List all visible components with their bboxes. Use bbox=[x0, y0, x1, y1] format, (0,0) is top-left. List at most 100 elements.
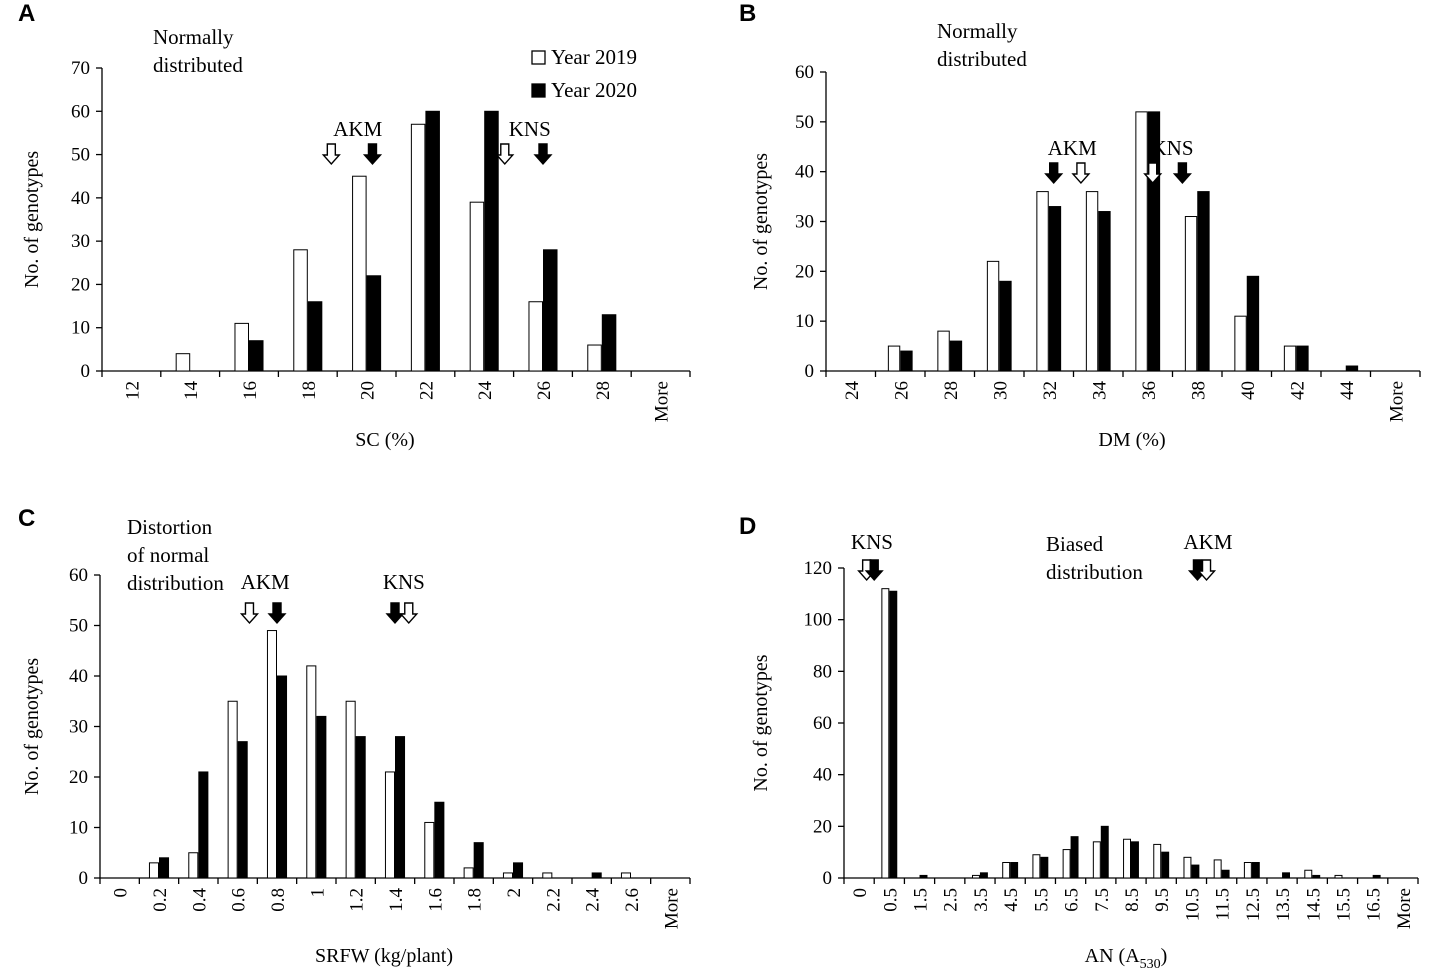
bar-year-2019 bbox=[234, 322, 249, 372]
x-tick-label: 28 bbox=[941, 381, 962, 400]
bar-year-2019 bbox=[881, 588, 890, 879]
arrow-down-filled-icon bbox=[1044, 162, 1064, 185]
arrow-down-filled-icon bbox=[362, 143, 383, 166]
panel-letter: C bbox=[18, 505, 35, 532]
legend-swatch-2020 bbox=[531, 83, 546, 98]
y-tick-label: 60 bbox=[813, 713, 832, 734]
y-tick-label: 0 bbox=[823, 868, 833, 889]
x-tick-label: 8.5 bbox=[1122, 888, 1143, 912]
bar-year-2019 bbox=[971, 874, 980, 879]
bar-year-2019 bbox=[148, 862, 160, 879]
bar-year-2019 bbox=[188, 852, 199, 879]
bar-year-2020 bbox=[591, 872, 602, 879]
x-tick-label: 34 bbox=[1089, 381, 1110, 401]
genotype-label-kns: KNS bbox=[383, 570, 425, 594]
bar-year-2020 bbox=[889, 590, 898, 879]
y-tick-label: 40 bbox=[795, 162, 814, 183]
bar-year-2020 bbox=[919, 874, 928, 879]
distribution-note: distributed bbox=[153, 53, 243, 77]
y-tick-label: 50 bbox=[795, 112, 814, 133]
x-tick-label: 0.6 bbox=[229, 888, 250, 912]
bar-year-2020 bbox=[1345, 365, 1359, 372]
bar-year-2020 bbox=[249, 340, 264, 372]
bar-year-2020 bbox=[159, 857, 170, 879]
distribution-note: distributed bbox=[937, 47, 1027, 71]
distribution-note: Normally bbox=[937, 19, 1018, 43]
arrow-down-outline-icon bbox=[239, 602, 260, 625]
bar-year-2019 bbox=[986, 260, 1000, 372]
x-tick-label: 10.5 bbox=[1182, 888, 1203, 921]
x-tick-label: 16 bbox=[240, 381, 261, 400]
bar-year-2020 bbox=[1197, 191, 1210, 372]
bar-year-2020 bbox=[237, 741, 248, 879]
x-tick-label: 22 bbox=[416, 381, 437, 400]
arrow-down-filled-icon bbox=[864, 559, 884, 582]
distribution-note: distribution bbox=[1046, 560, 1143, 584]
x-tick-label: 16.5 bbox=[1364, 888, 1385, 921]
bar-year-2020 bbox=[949, 340, 963, 372]
distribution-note: of normal bbox=[127, 543, 209, 567]
y-tick-label: 40 bbox=[69, 666, 88, 687]
bar-year-2020 bbox=[473, 842, 484, 879]
bar-year-2020 bbox=[1098, 211, 1111, 372]
x-tick-label: 26 bbox=[534, 381, 555, 400]
x-axis-title-main: AN (A bbox=[1085, 945, 1141, 967]
bar-year-2020 bbox=[543, 249, 558, 372]
x-tick-label: 7.5 bbox=[1092, 888, 1113, 912]
bar-year-2019 bbox=[175, 353, 191, 372]
bar-year-2019 bbox=[463, 867, 474, 879]
x-tick-label: 18 bbox=[299, 381, 320, 400]
bar-year-2020 bbox=[434, 801, 445, 879]
y-tick-label: 80 bbox=[813, 661, 832, 682]
y-tick-label: 70 bbox=[71, 58, 90, 79]
arrow-down-outline-icon bbox=[1071, 162, 1091, 185]
arrow-down-outline-icon bbox=[495, 143, 515, 166]
x-tick-label: 1.6 bbox=[425, 888, 446, 912]
bar-year-2020 bbox=[316, 715, 327, 879]
x-tick-label: 24 bbox=[475, 381, 496, 401]
bar-year-2020 bbox=[1147, 111, 1161, 372]
x-tick-label: More bbox=[661, 888, 682, 929]
arrow-down-outline-icon bbox=[1143, 162, 1163, 185]
bar-year-2020 bbox=[1161, 851, 1170, 879]
y-axis-title: No. of genotypes bbox=[750, 654, 772, 791]
bar-year-2020 bbox=[395, 736, 406, 879]
bar-year-2020 bbox=[1070, 836, 1079, 879]
bar-year-2019 bbox=[1184, 216, 1198, 372]
x-tick-label: 2.5 bbox=[941, 888, 962, 912]
x-axis-title-main: DM (%) bbox=[1098, 429, 1165, 451]
bar-year-2020 bbox=[1251, 862, 1260, 879]
bar-year-2020 bbox=[1010, 862, 1019, 879]
legend-label-2020: Year 2020 bbox=[551, 78, 637, 102]
bar-year-2019 bbox=[937, 330, 950, 372]
distribution-note: Biased bbox=[1046, 532, 1104, 556]
x-tick-label: 0.5 bbox=[880, 888, 901, 912]
x-tick-label: 0.2 bbox=[150, 888, 171, 912]
bar-year-2020 bbox=[198, 771, 209, 879]
legend-label-2019: Year 2019 bbox=[551, 45, 637, 69]
bar-year-2019 bbox=[542, 872, 553, 879]
y-tick-label: 10 bbox=[69, 818, 88, 839]
distribution-note: distribution bbox=[127, 571, 224, 595]
bar-year-2019 bbox=[1036, 191, 1049, 372]
bar-year-2019 bbox=[384, 771, 396, 879]
x-tick-label: More bbox=[1386, 381, 1407, 422]
bar-year-2019 bbox=[1002, 862, 1011, 879]
bar-year-2020 bbox=[1191, 864, 1200, 879]
bar-year-2019 bbox=[469, 201, 485, 372]
bar-year-2020 bbox=[999, 280, 1012, 372]
bar-year-2019 bbox=[1334, 874, 1343, 879]
x-tick-label: 1 bbox=[307, 888, 328, 898]
bar-year-2019 bbox=[1213, 859, 1222, 879]
bar-year-2019 bbox=[1283, 345, 1297, 372]
x-tick-label: 0.4 bbox=[189, 888, 210, 912]
genotype-label-kns: KNS bbox=[509, 117, 551, 141]
x-tick-label: 4.5 bbox=[1001, 888, 1022, 912]
x-tick-label: 6.5 bbox=[1062, 888, 1083, 912]
y-tick-label: 120 bbox=[804, 558, 833, 579]
bar-year-2019 bbox=[502, 872, 514, 879]
bar-year-2019 bbox=[345, 700, 356, 879]
x-tick-label: 0.8 bbox=[268, 888, 289, 912]
